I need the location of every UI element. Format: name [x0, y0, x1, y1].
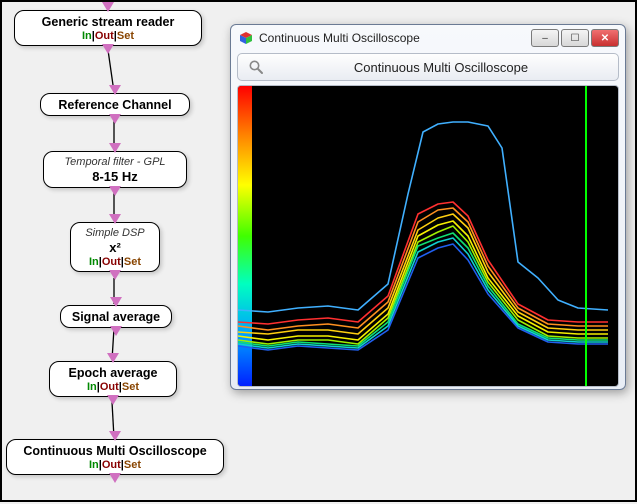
port-in-icon	[109, 431, 121, 441]
port-out-icon	[107, 395, 119, 405]
node-io: In|Out|Set	[17, 459, 213, 471]
port-out-icon	[109, 114, 121, 124]
port-in-icon	[109, 85, 121, 95]
port-out-icon	[110, 326, 122, 336]
port-in-icon	[102, 2, 114, 12]
node-temporal-filter[interactable]: Temporal filter - GPL 8-15 Hz	[43, 151, 187, 188]
port-in-icon	[109, 143, 121, 153]
window-buttons: – ☐ ✕	[531, 29, 619, 47]
port-out-icon	[109, 270, 121, 280]
node-io: In|Out|Set	[60, 381, 166, 393]
oscilloscope-plot[interactable]	[237, 85, 619, 387]
port-out-icon	[102, 44, 114, 54]
oscilloscope-toolbar[interactable]: Continuous Multi Oscilloscope	[237, 53, 619, 81]
node-title: Epoch average	[60, 366, 166, 380]
node-epoch-average[interactable]: Epoch average In|Out|Set	[49, 361, 177, 397]
node-io: In|Out|Set	[81, 256, 149, 268]
node-title: Generic stream reader	[25, 15, 191, 29]
scope-traces	[238, 86, 618, 386]
node-generic-stream-reader[interactable]: Generic stream reader In|Out|Set	[14, 10, 202, 46]
port-out-icon	[109, 186, 121, 196]
node-reference-channel[interactable]: Reference Channel	[40, 93, 190, 116]
node-title: Signal average	[71, 310, 161, 324]
port-in-icon	[109, 214, 121, 224]
node-pretitle: Temporal filter - GPL	[54, 156, 176, 168]
oscilloscope-window[interactable]: Continuous Multi Oscilloscope – ☐ ✕ Cont…	[230, 24, 626, 390]
window-minimize-button[interactable]: –	[531, 29, 559, 47]
toolbar-label: Continuous Multi Oscilloscope	[274, 60, 608, 75]
node-simple-dsp[interactable]: Simple DSP x² In|Out|Set	[70, 222, 160, 272]
node-subtitle: x²	[81, 240, 149, 255]
node-pretitle: Simple DSP	[81, 227, 149, 239]
node-io: In|Out|Set	[25, 30, 191, 42]
node-title: Reference Channel	[51, 98, 179, 112]
app-cube-icon	[239, 31, 253, 45]
node-graph-canvas[interactable]: Generic stream reader In|Out|Set Referen…	[2, 2, 635, 500]
node-continuous-multi-oscilloscope[interactable]: Continuous Multi Oscilloscope In|Out|Set	[6, 439, 224, 475]
window-title: Continuous Multi Oscilloscope	[259, 31, 525, 45]
node-subtitle: 8-15 Hz	[54, 169, 176, 184]
window-close-button[interactable]: ✕	[591, 29, 619, 47]
port-in-icon	[110, 297, 122, 307]
window-titlebar[interactable]: Continuous Multi Oscilloscope – ☐ ✕	[231, 25, 625, 51]
node-title: Continuous Multi Oscilloscope	[17, 444, 213, 458]
port-out-icon	[109, 473, 121, 483]
window-maximize-button[interactable]: ☐	[561, 29, 589, 47]
node-signal-average[interactable]: Signal average	[60, 305, 172, 328]
magnifier-icon[interactable]	[248, 59, 264, 75]
port-in-icon	[107, 353, 119, 363]
